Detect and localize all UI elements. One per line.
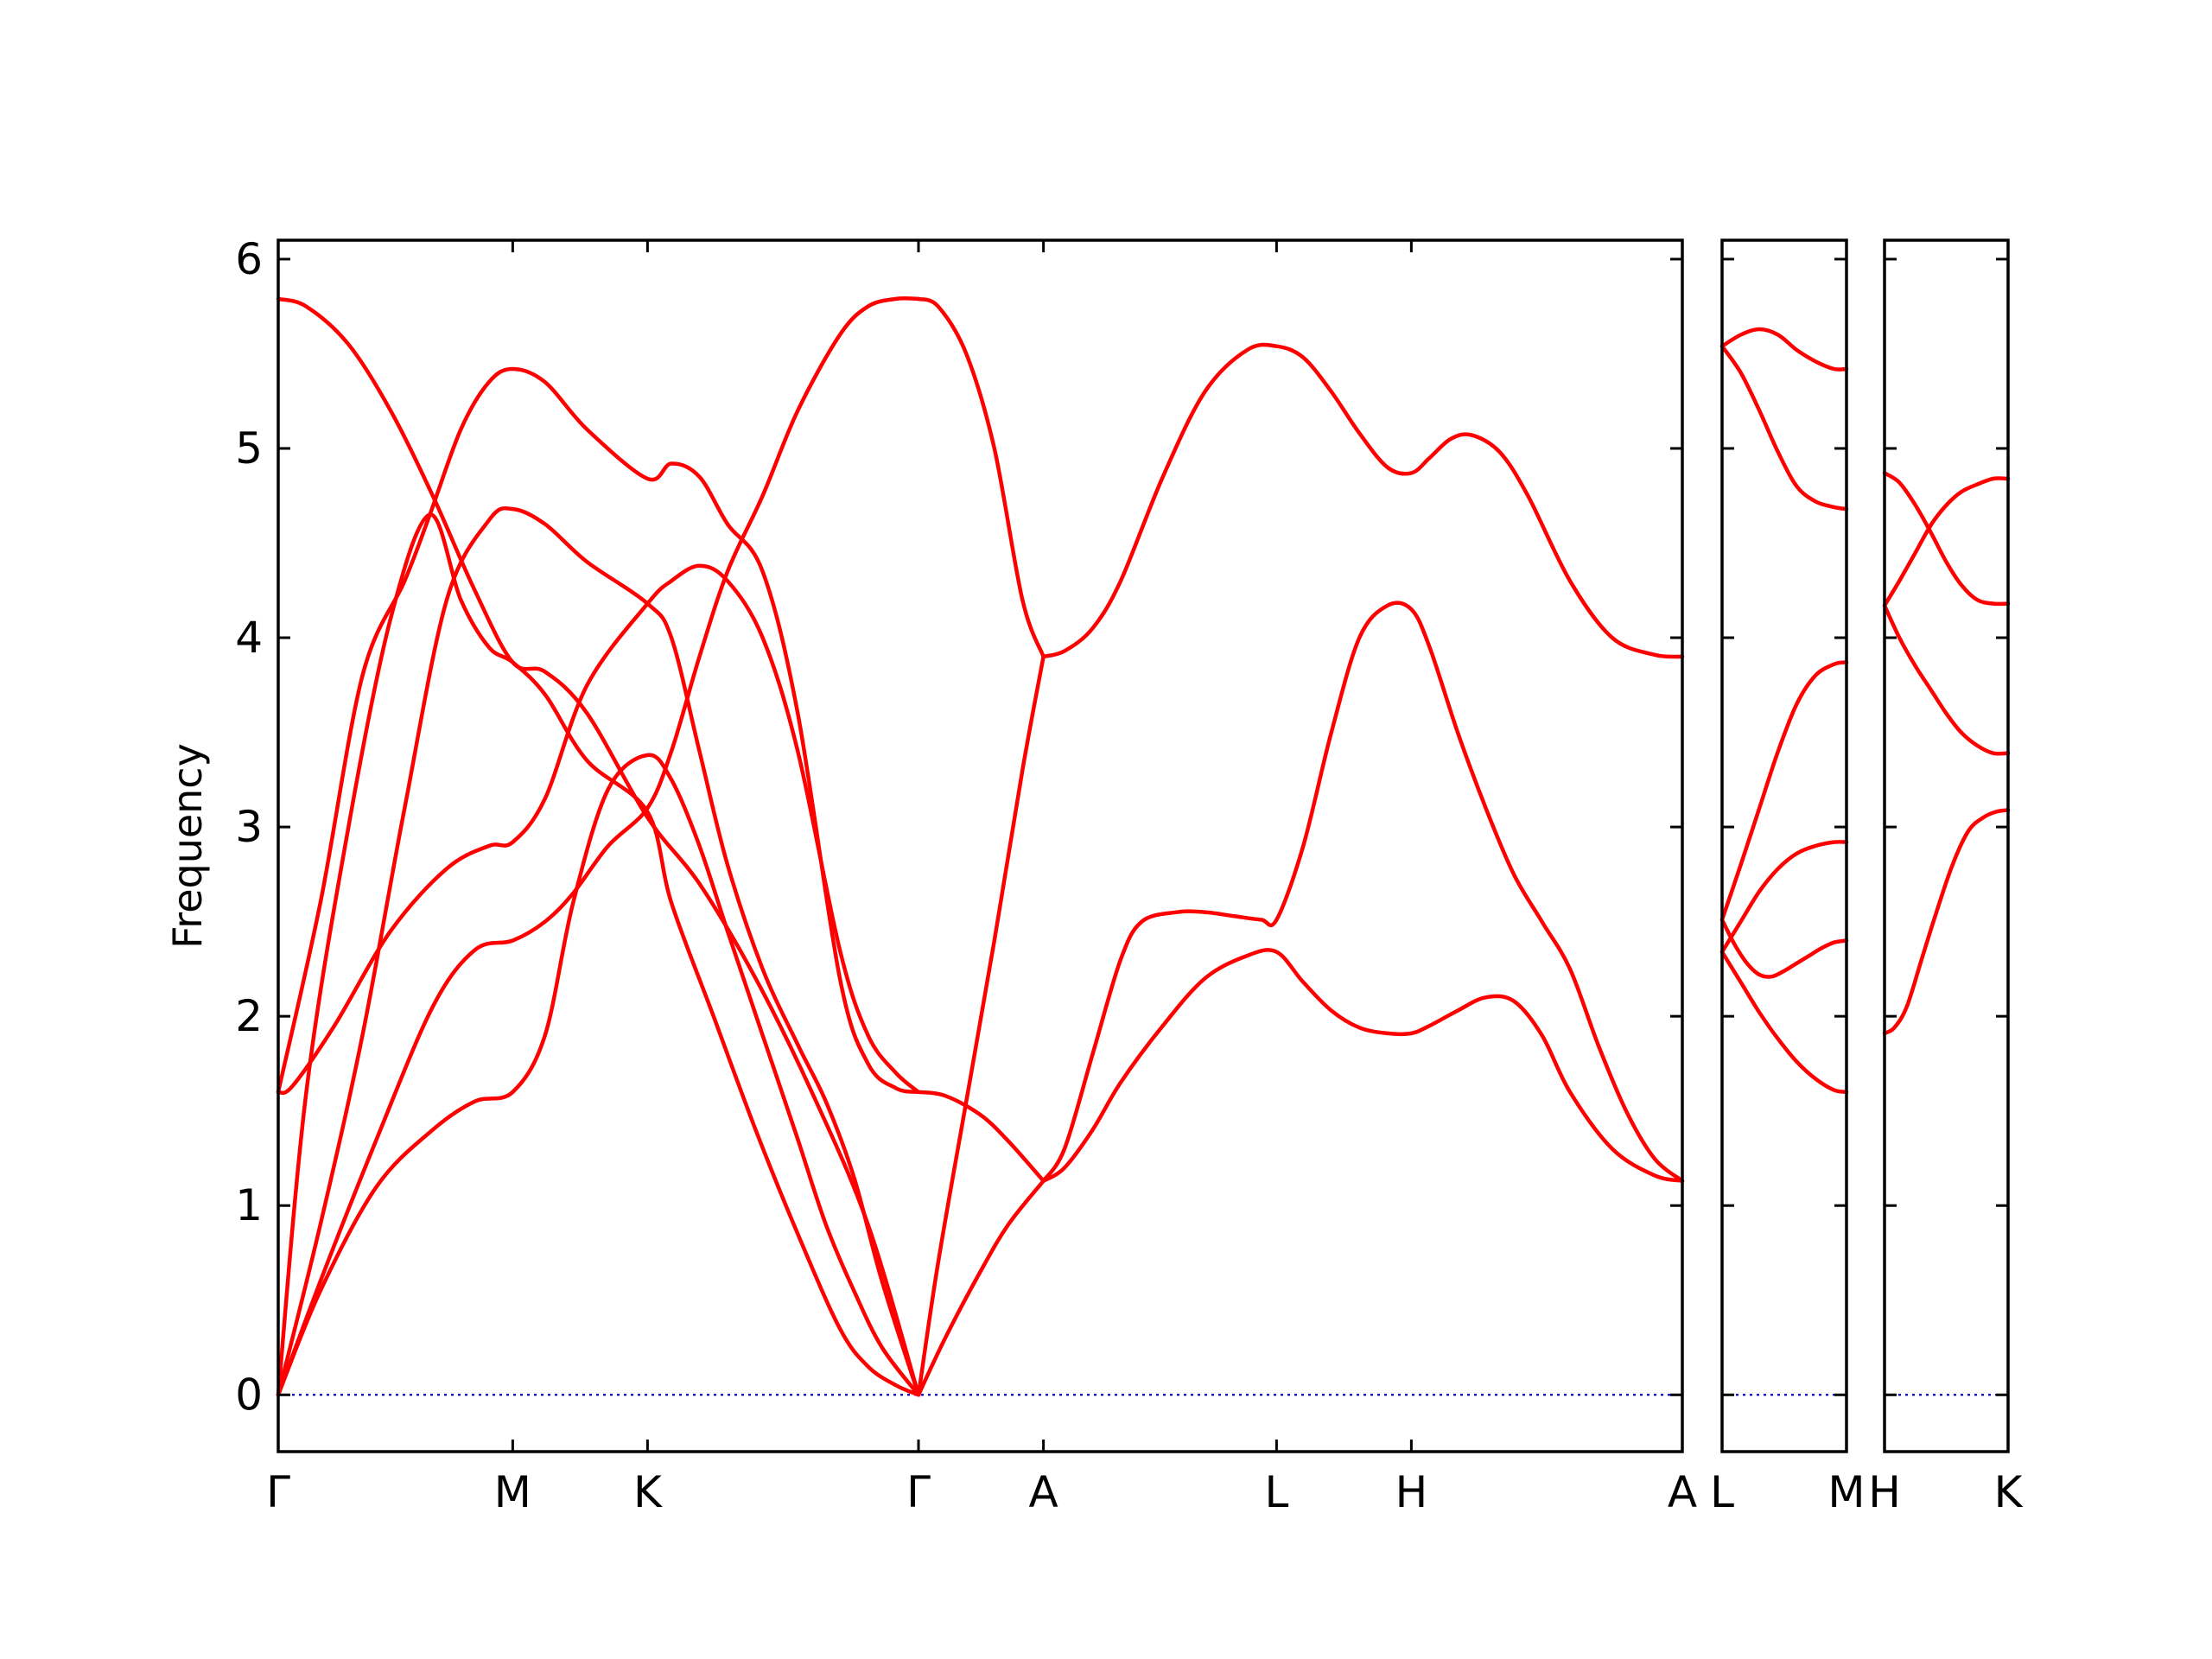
band-p2-4 [1719, 918, 1849, 979]
band-p1-0 [276, 296, 921, 1397]
band-p1-8 [916, 654, 1046, 1397]
band-p2-0 [1719, 327, 1849, 372]
y-tick-label: 3 [235, 802, 263, 852]
band-p1-6 [276, 753, 921, 1397]
x-tick-label: A [1029, 1467, 1058, 1517]
band-p3-0 [1882, 471, 2011, 607]
band-p1-11 [1041, 342, 1685, 659]
y-tick-label: 2 [235, 991, 263, 1041]
panel-frame [1883, 238, 2010, 1453]
band-p1-10 [916, 1179, 1046, 1397]
band-p1-4 [276, 563, 921, 1096]
band-p1-2 [276, 512, 921, 1397]
x-tick-label: A [1668, 1467, 1697, 1517]
x-tick-label: M [1827, 1467, 1865, 1517]
x-tick-label: Γ [906, 1467, 931, 1517]
band-p1-5 [276, 296, 921, 1397]
x-tick-label: M [494, 1467, 531, 1517]
x-tick-label: K [1994, 1467, 2024, 1517]
band-p1-3 [276, 506, 921, 1397]
y-tick-label: 1 [235, 1180, 263, 1230]
x-tick-label: Γ [266, 1467, 290, 1517]
panel-p1: 0 1 2 3 4 5 6 Γ M K Γ A L H A [235, 234, 1697, 1517]
y-tick-label: 6 [235, 234, 263, 284]
band-p1-1 [276, 366, 921, 1095]
band-p3-3 [1882, 808, 2011, 1036]
band-p1-13 [1041, 948, 1685, 1183]
x-tick-label: K [633, 1467, 663, 1517]
band-p3-2 [1882, 603, 2011, 756]
y-axis-title: Frequency [164, 743, 211, 949]
band-p2-2 [1719, 660, 1849, 922]
band-p2-5 [1719, 950, 1849, 1095]
band-p2-1 [1719, 344, 1849, 512]
x-tick-label: L [1264, 1467, 1288, 1517]
band-p2-3 [1719, 840, 1849, 954]
band-p3-1 [1882, 476, 2011, 608]
y-tick-label: 0 [235, 1370, 263, 1420]
band-p1-9 [916, 1090, 1046, 1183]
panel-frame [1720, 238, 1848, 1453]
band-p1-12 [1041, 601, 1685, 1183]
panel-frame [276, 238, 1684, 1453]
y-axis-label: Frequency [164, 743, 211, 949]
band-p1-7 [916, 296, 1046, 659]
y-tick-label: 5 [235, 423, 263, 474]
x-tick-label: H [1868, 1467, 1901, 1517]
x-tick-label: L [1710, 1467, 1734, 1517]
x-tick-label: H [1395, 1467, 1428, 1517]
y-tick-label: 4 [235, 613, 263, 663]
